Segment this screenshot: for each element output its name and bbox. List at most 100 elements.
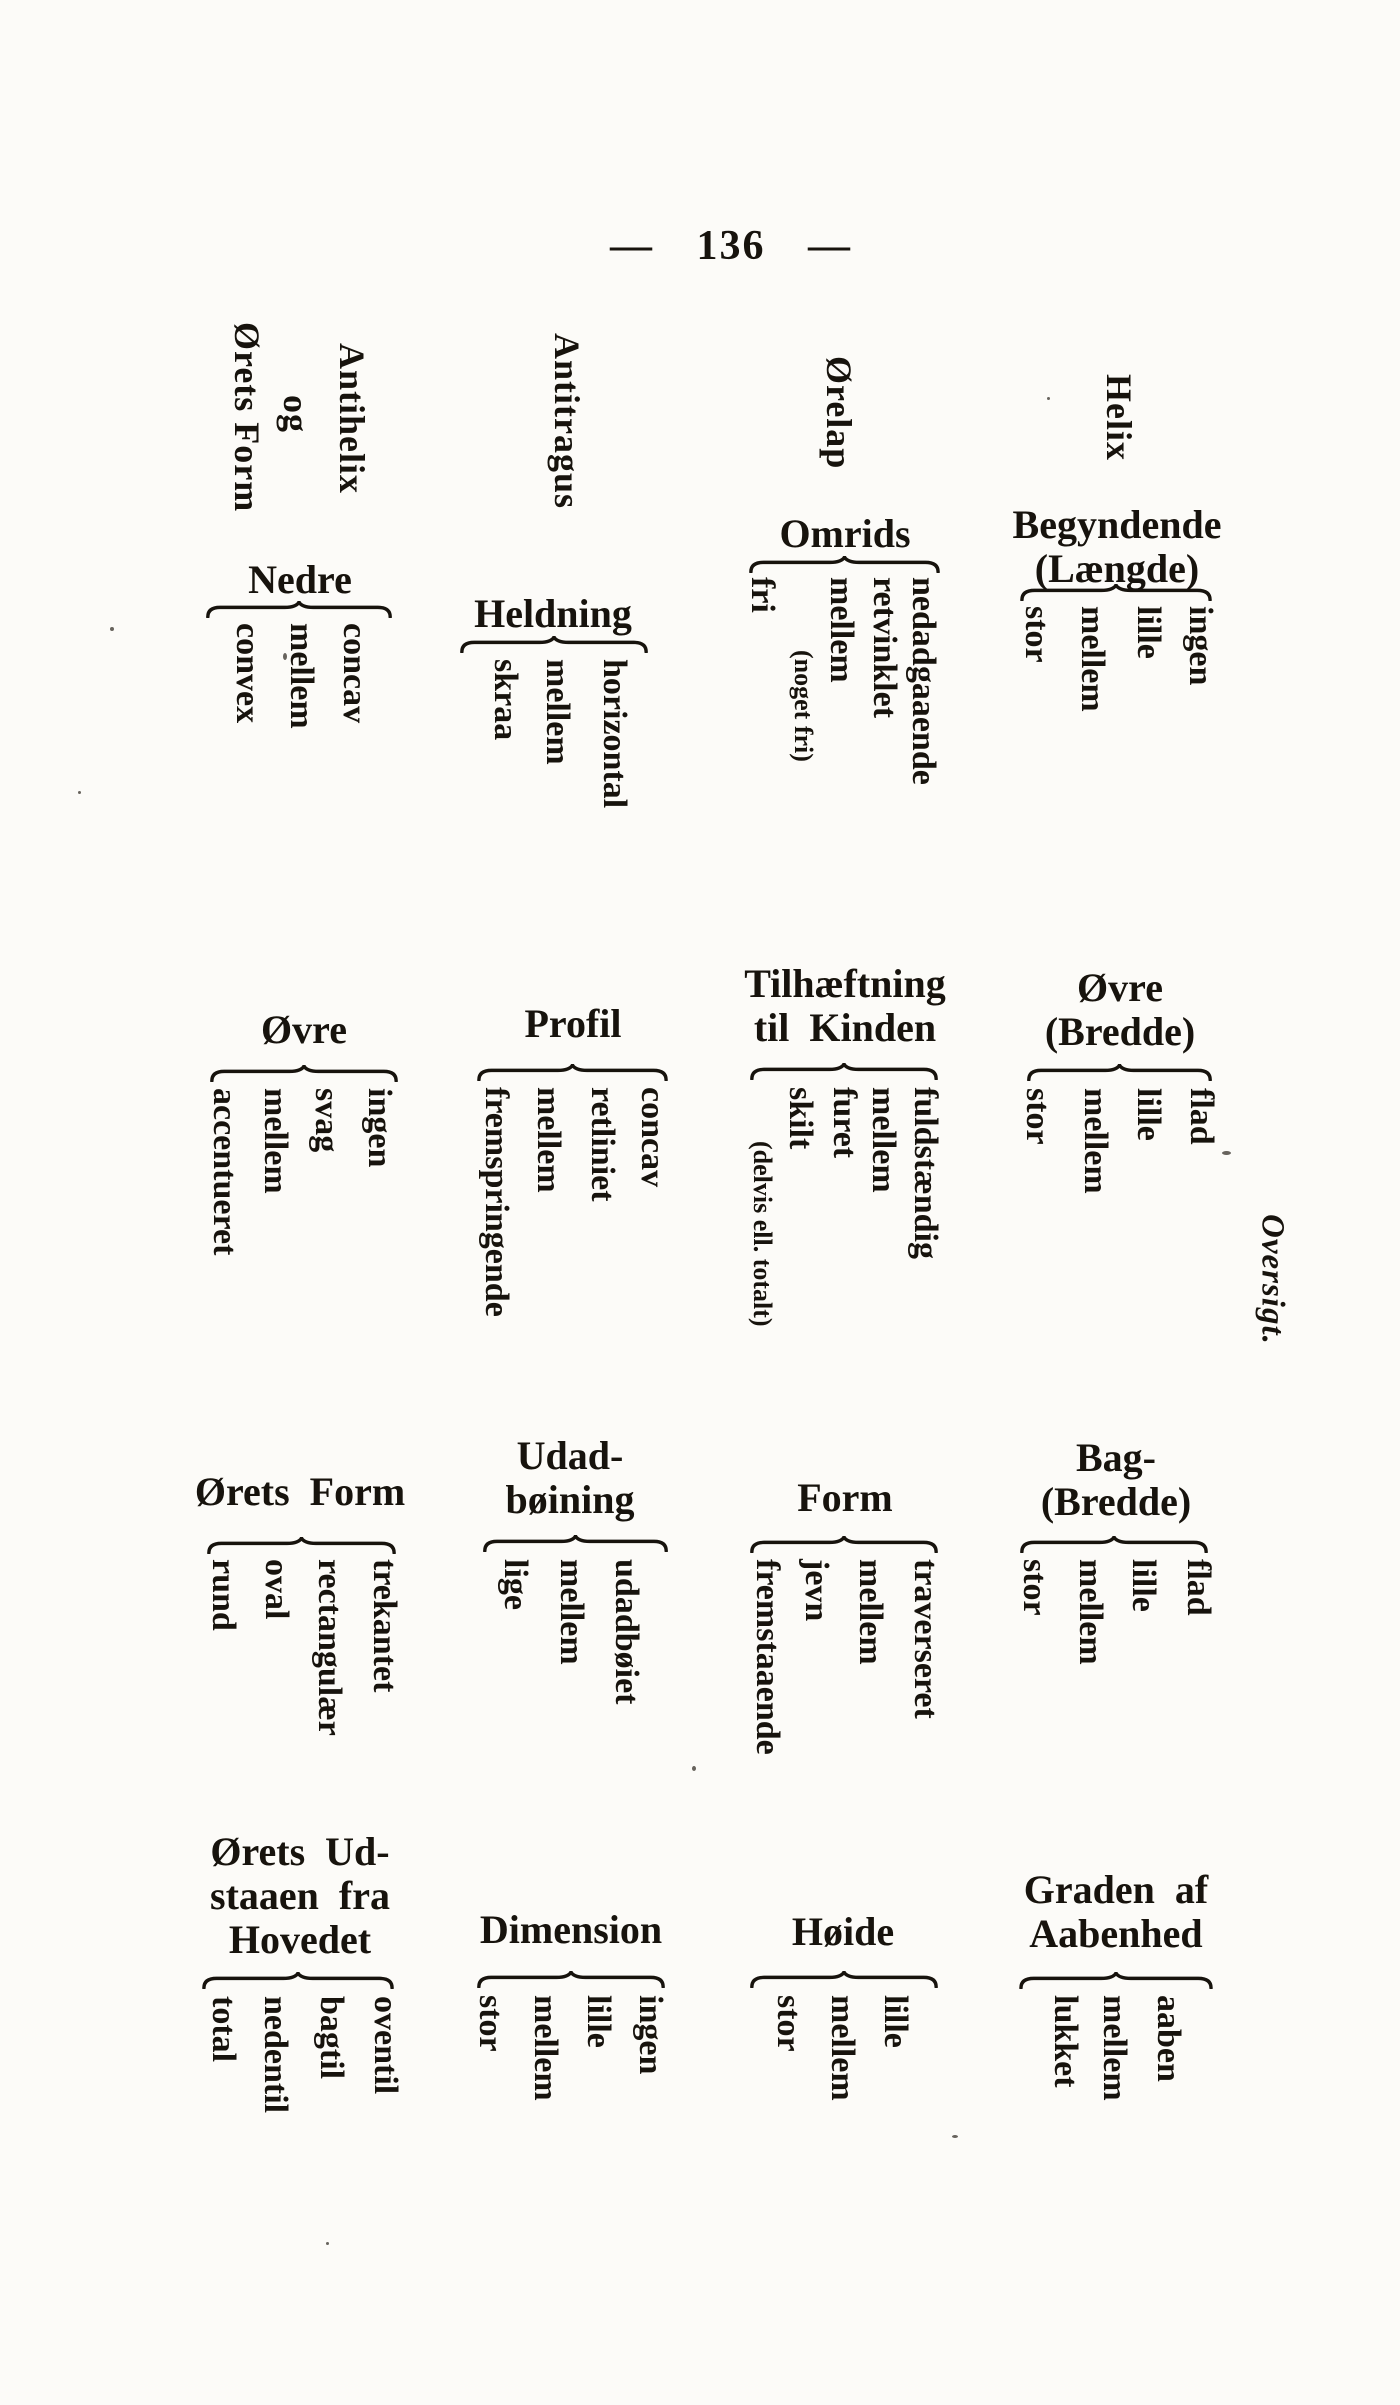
scan-speck <box>952 2135 958 2138</box>
row-label-text: Antihelix <box>332 343 372 495</box>
option-word-text: bagtil <box>313 1996 350 2080</box>
row-label-text: og <box>276 395 316 433</box>
options-brace-icon <box>481 1535 670 1552</box>
option-word-text: mellem <box>283 623 320 729</box>
option-word-text: (delvis ell. totalt) <box>748 1141 777 1327</box>
option-word-text: lille <box>1130 1088 1167 1141</box>
option-word-text: mellem <box>865 1087 902 1193</box>
characteristic-title-line: til Kinden <box>753 1005 937 1050</box>
option-word-text: fremstaaende <box>749 1559 786 1755</box>
options-brace-icon <box>1017 1972 1215 1989</box>
option-word-text: stor <box>472 1995 509 2052</box>
option-word-text: fuldstændig <box>907 1087 944 1259</box>
page-number: — 136 — <box>610 223 852 269</box>
characteristic-title-line: bøining <box>505 1477 635 1522</box>
option-word-text: skraa <box>487 659 524 741</box>
option-word-text: lille <box>580 1995 617 2048</box>
scan-speck <box>1047 397 1050 400</box>
characteristic-title-line: Profil <box>524 1001 622 1046</box>
option-word-text: stor <box>1019 1088 1056 1145</box>
option-word-text: lille <box>877 1995 914 2048</box>
characteristic-title-line: Omrids <box>779 511 911 556</box>
option-word-text: lille <box>1130 606 1167 659</box>
row-label-text: Antitragus <box>547 333 587 510</box>
option-word-text: fri <box>744 577 781 613</box>
option-word-text: retliniet <box>584 1087 621 1202</box>
characteristic-title-line: Ørets Ud- <box>210 1829 390 1874</box>
option-word-text: mellem <box>852 1559 889 1665</box>
option-word-text: stor <box>770 1995 807 2052</box>
option-word-text: stor <box>1018 606 1055 663</box>
characteristic-title-line: (Bredde) <box>1044 1009 1196 1054</box>
scan-speck <box>110 627 114 631</box>
option-word-text: rectangulær <box>311 1559 348 1736</box>
option-word-text: mellem <box>1074 606 1111 712</box>
option-word-text: lige <box>497 1559 534 1610</box>
options-brace-icon <box>748 1063 940 1080</box>
option-word-text: traverseret <box>907 1559 944 1719</box>
table-caption-text: Oversigt. <box>1254 1214 1291 1345</box>
row-label-text: Ørelap <box>819 356 859 470</box>
option-word-text: furet <box>826 1087 863 1159</box>
characteristic-title-line: Graden af <box>1023 1867 1209 1912</box>
characteristic-title-line: staaen fra <box>210 1873 390 1918</box>
characteristic-title-line: Øvre <box>261 1007 347 1052</box>
option-word-text: svag <box>308 1088 345 1153</box>
option-word-text: mellem <box>824 1995 861 2101</box>
option-word-text: mellem <box>1077 1088 1114 1194</box>
characteristic-title-line: (Længde) <box>1034 546 1200 591</box>
characteristic-title-line: Form <box>797 1475 893 1520</box>
option-word-text: mellem <box>1072 1559 1109 1665</box>
option-word-text: retvinklet <box>866 577 903 719</box>
option-word-text: skilt <box>782 1087 819 1150</box>
scan-speck <box>692 1766 696 1771</box>
option-word-text: convex <box>229 623 266 724</box>
options-brace-icon <box>475 1064 670 1081</box>
option-word-text: nedentil <box>257 1996 294 2114</box>
option-word-text: nedadgaaende <box>905 577 942 785</box>
option-word-text: aaben <box>1150 1995 1187 2082</box>
characteristic-title-line: Dimension <box>479 1907 663 1952</box>
characteristic-title-line: Nedre <box>248 557 352 602</box>
option-word-text: mellem <box>257 1088 294 1194</box>
option-word-text: lille <box>1125 1559 1162 1612</box>
characteristic-title-line: Øvre <box>1077 965 1163 1010</box>
characteristic-title-line: Begyndende <box>1012 502 1222 547</box>
option-word-text: mellem <box>553 1559 590 1665</box>
options-brace-icon <box>747 556 942 573</box>
options-brace-icon <box>205 1537 398 1554</box>
option-word-text: ingen <box>632 1995 669 2075</box>
option-word-text: mellem <box>1096 1995 1133 2101</box>
option-word-text: stor <box>1016 1559 1053 1616</box>
option-word-text: oval <box>258 1559 295 1620</box>
options-brace-icon <box>1018 1536 1210 1553</box>
option-word-text: accentueret <box>206 1088 243 1256</box>
option-word-text: mellem <box>539 659 576 765</box>
row-label-text: Ørets Form <box>227 322 267 513</box>
characteristic-title-line: Ørets Form <box>194 1469 406 1514</box>
option-word-text: total <box>205 1996 242 2063</box>
options-brace-icon <box>475 1971 667 1988</box>
characteristic-title-line: Aabenhed <box>1029 1911 1203 1956</box>
scan-speck <box>78 791 81 794</box>
option-word-text: mellem <box>823 577 860 683</box>
characteristic-title-line: Høide <box>791 1909 895 1954</box>
characteristic-title-line: Tilhæftning <box>744 961 946 1006</box>
option-word-text: mellem <box>527 1995 564 2101</box>
option-word-text: lukket <box>1047 1995 1084 2088</box>
option-word-text: ingen <box>361 1088 398 1168</box>
options-brace-icon <box>1018 584 1214 601</box>
option-word-text: horizontal <box>596 659 633 809</box>
characteristic-title-line: Udad- <box>516 1433 624 1478</box>
option-word-text: rund <box>205 1559 242 1631</box>
option-word-text: jevn <box>798 1559 835 1622</box>
option-word-text: flad <box>1180 1559 1217 1616</box>
row-label-text: Helix <box>1099 374 1139 461</box>
scan-speck <box>283 653 287 660</box>
option-word-text: oventil <box>367 1996 404 2095</box>
options-brace-icon <box>748 1536 940 1553</box>
options-brace-icon <box>200 1972 396 1989</box>
option-word-text: trekantet <box>366 1559 403 1693</box>
options-brace-icon <box>208 1065 400 1082</box>
option-word-text: (noget fri) <box>789 650 818 762</box>
